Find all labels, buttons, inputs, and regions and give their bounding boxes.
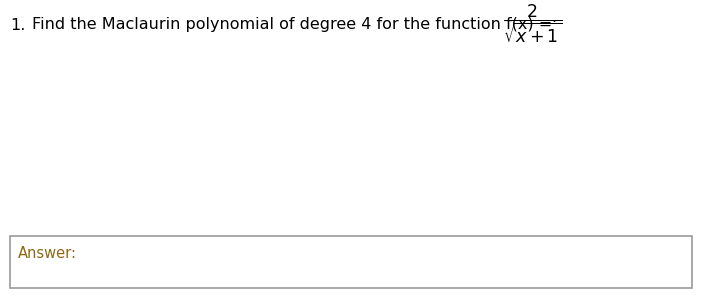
Text: 1.: 1.	[10, 18, 25, 32]
Text: $\dfrac{2}{\sqrt{x+1}}$: $\dfrac{2}{\sqrt{x+1}}$	[503, 3, 562, 45]
Text: .: .	[551, 9, 556, 25]
Bar	[10, 236, 692, 288]
Text: Find the Maclaurin polynomial of degree 4 for the function f(x) =: Find the Maclaurin polynomial of degree …	[32, 18, 552, 32]
Text: Answer:: Answer:	[18, 246, 77, 261]
